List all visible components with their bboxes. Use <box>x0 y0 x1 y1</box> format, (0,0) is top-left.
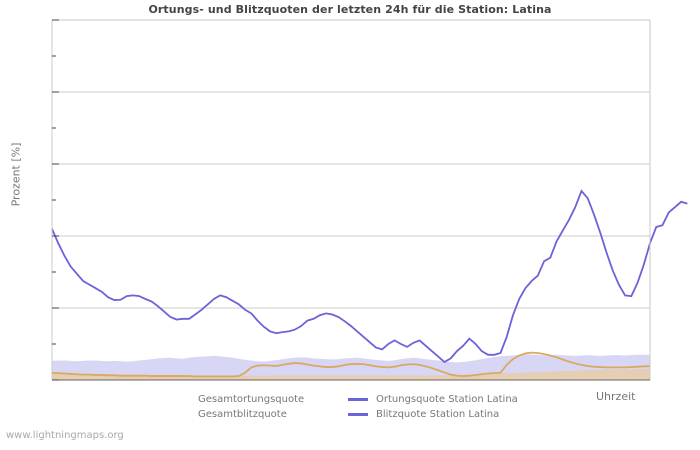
legend-item-ortungsquote-station-latina[interactable]: Ortungsquote Station Latina <box>348 394 588 405</box>
legend-item-gesamtortungsquote[interactable]: Gesamtortungsquote <box>176 394 348 405</box>
chart-title: Ortungs- und Blitzquoten der letzten 24h… <box>148 3 552 16</box>
legend-label: Blitzquote Station Latina <box>376 408 500 420</box>
x-axis-label: Uhrzeit <box>596 390 636 403</box>
watermark: www.lightningmaps.org <box>6 430 124 441</box>
legend-row: Gesamtblitzquote Blitzquote Station Lati… <box>176 407 596 421</box>
legend-swatch-line-icon <box>348 397 368 401</box>
legend-label: Gesamtblitzquote <box>198 408 287 420</box>
y-axis-label: Prozent [%] <box>9 142 23 207</box>
chart-legend: Gesamtortungsquote Ortungsquote Station … <box>176 392 596 422</box>
legend-item-blitzquote-station-latina[interactable]: Blitzquote Station Latina <box>348 409 588 420</box>
legend-swatch-line-icon <box>348 412 368 416</box>
legend-item-gesamtblitzquote[interactable]: Gesamtblitzquote <box>176 409 348 420</box>
legend-swatch-box-icon <box>176 394 189 405</box>
legend-label: Gesamtortungsquote <box>198 393 305 405</box>
legend-label: Ortungsquote Station Latina <box>376 393 518 405</box>
legend-swatch-box-icon <box>176 409 189 420</box>
legend-row: Gesamtortungsquote Ortungsquote Station … <box>176 392 596 406</box>
